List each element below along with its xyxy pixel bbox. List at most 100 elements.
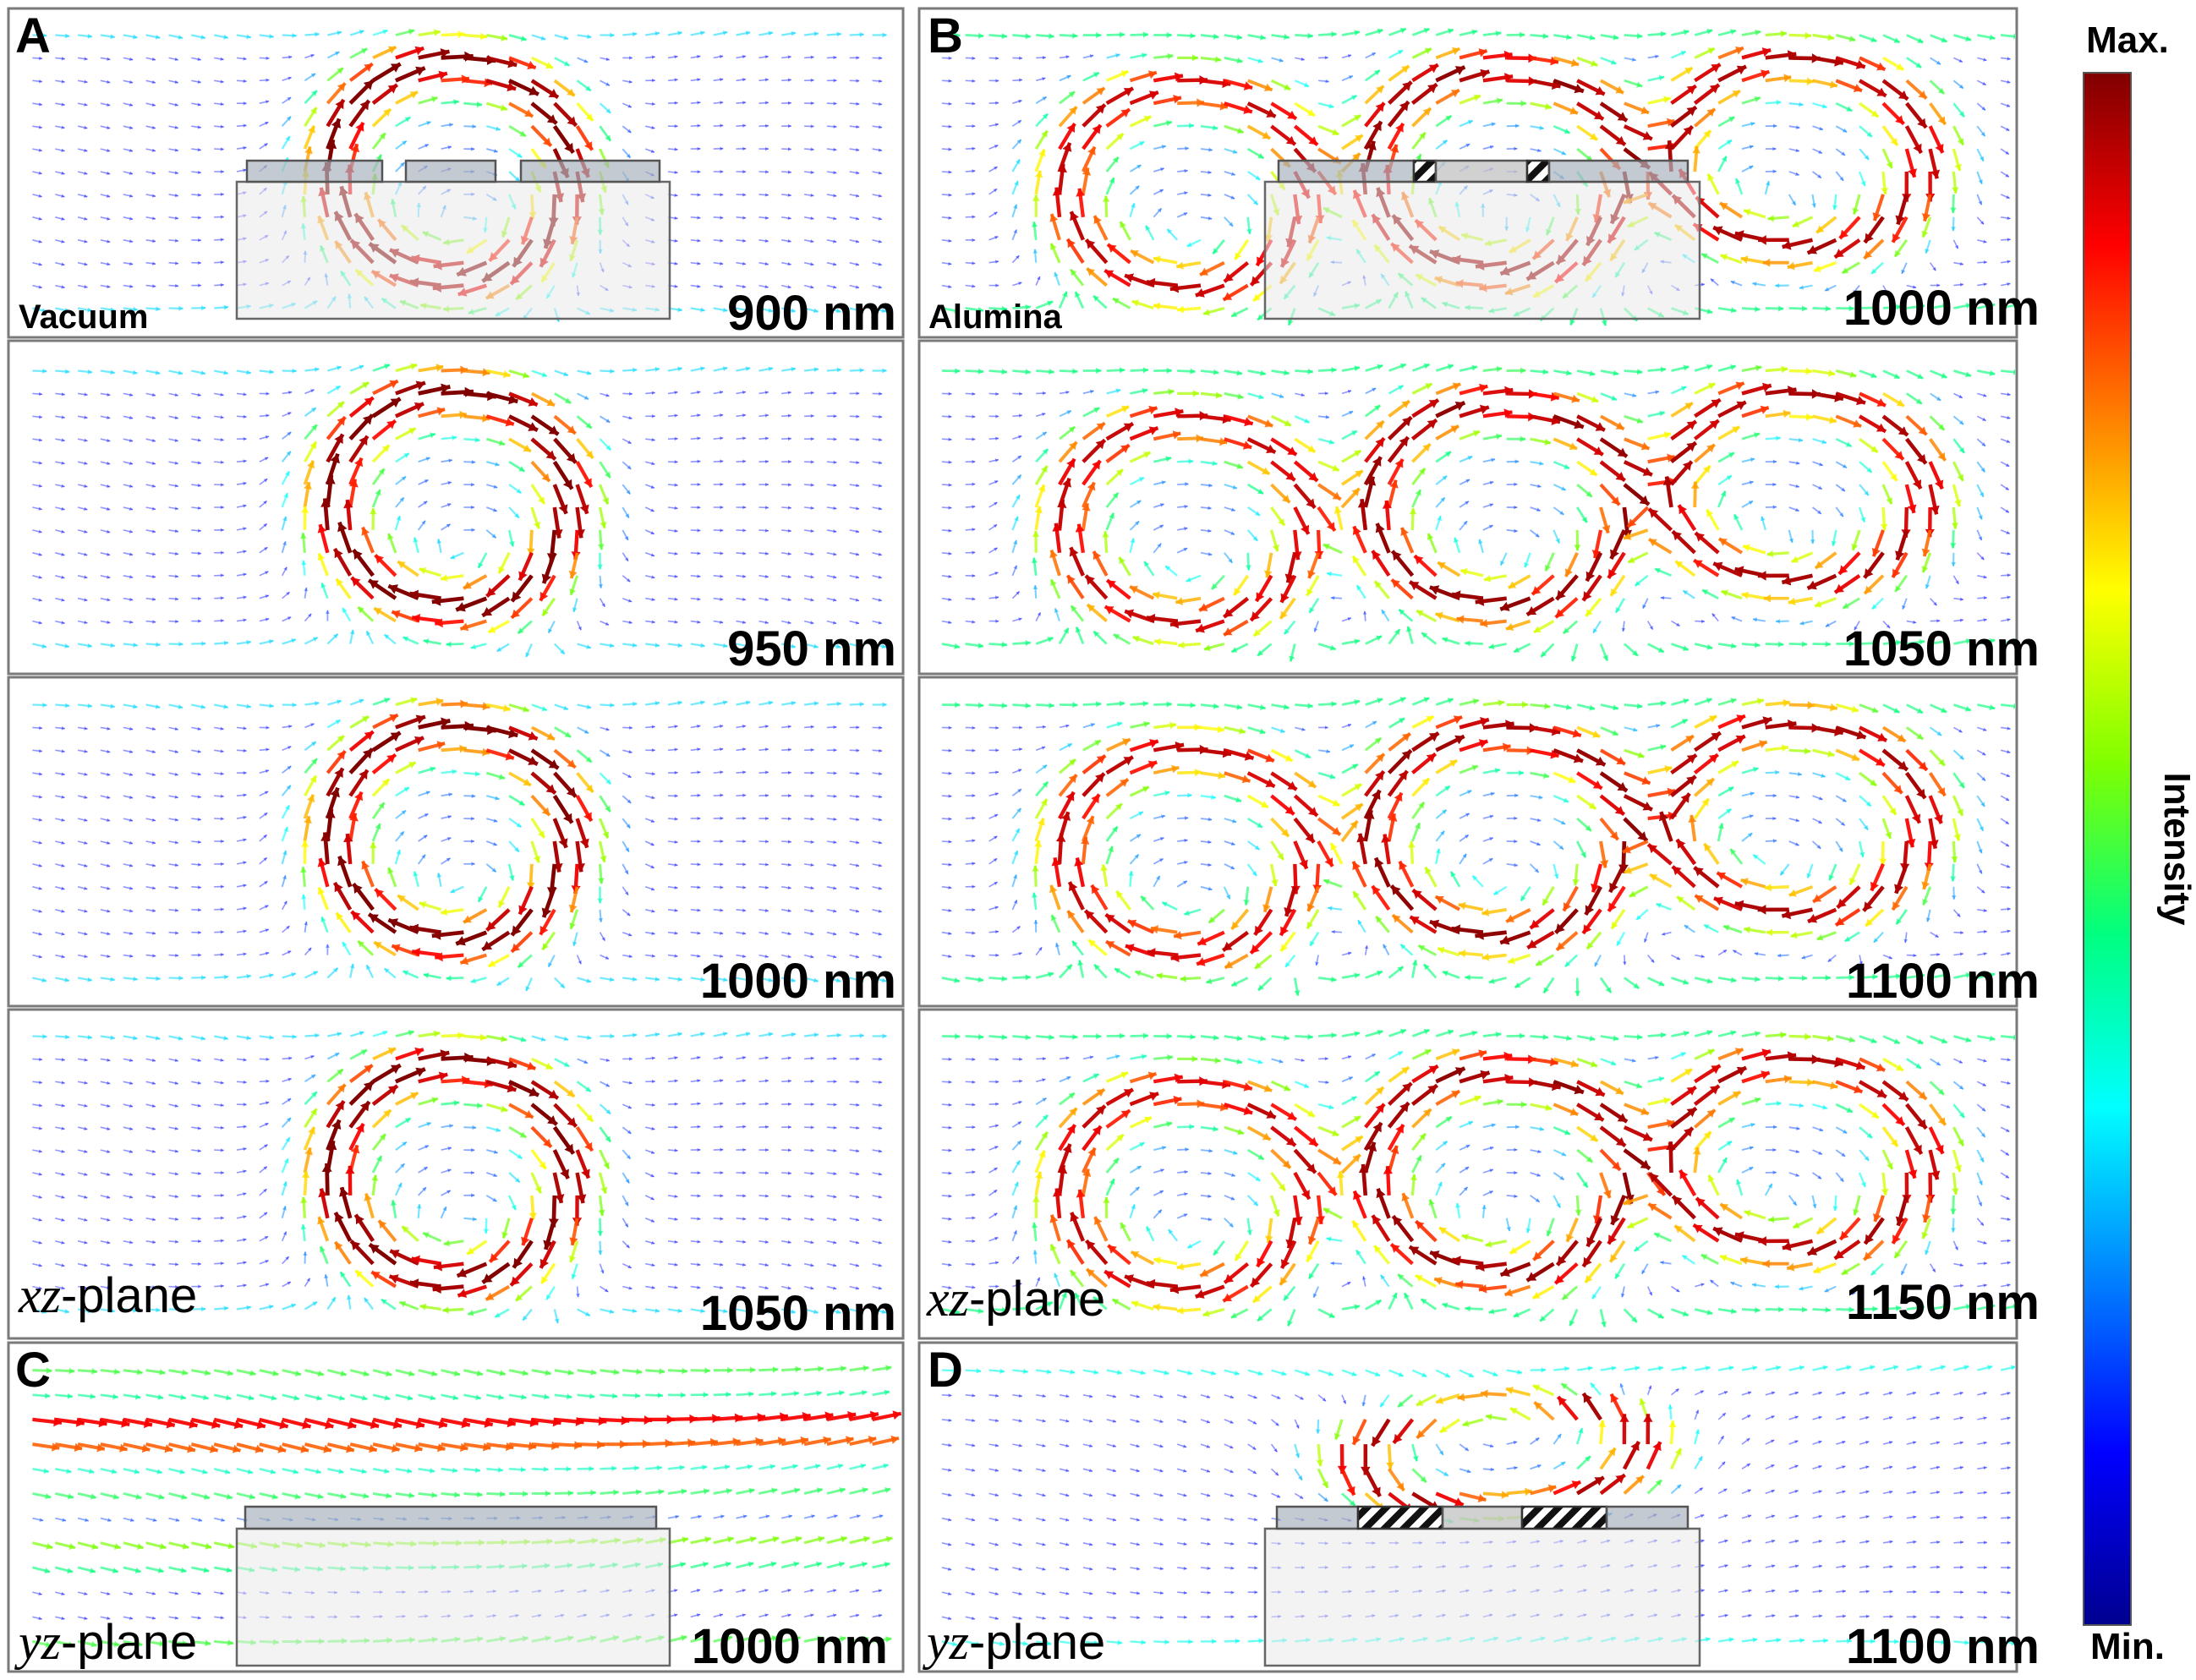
field-arrowhead	[1734, 230, 1744, 240]
field-arrowhead	[129, 1149, 134, 1154]
field-arrowhead	[948, 101, 952, 106]
field-arrowhead	[419, 1303, 427, 1311]
field-arrowhead	[1978, 200, 1983, 205]
field-arrowhead	[312, 1301, 318, 1306]
field-arrowhead	[220, 726, 224, 731]
field-arrowhead	[315, 701, 320, 707]
field-arrow	[622, 529, 629, 541]
field-arrowhead	[151, 125, 156, 130]
field-arrowhead	[810, 391, 814, 395]
field-arrowhead	[788, 1125, 791, 1130]
field-arrowhead	[151, 238, 156, 244]
field-arrowhead	[742, 574, 746, 578]
field-arrowhead	[764, 1056, 769, 1060]
field-arrowhead	[283, 827, 289, 833]
field-arrowhead	[878, 461, 883, 465]
field-arrowhead	[697, 123, 701, 128]
field-arrow	[1224, 194, 1235, 200]
field-arrowhead	[2007, 216, 2011, 221]
field-arrowhead	[1230, 195, 1235, 200]
field-arrow	[441, 857, 452, 865]
field-arrowhead	[540, 1037, 546, 1042]
field-arrowhead	[482, 1273, 493, 1283]
field-arrowhead	[878, 932, 882, 936]
field-arrowhead	[627, 129, 632, 133]
field-arrowhead	[151, 1195, 156, 1199]
field-arrowhead	[742, 1170, 747, 1175]
field-arrow	[304, 613, 312, 622]
field-arrowhead	[220, 238, 224, 242]
field-arrowhead	[152, 284, 156, 288]
field-arrowhead	[38, 840, 42, 845]
field-arrowhead	[720, 77, 724, 82]
field-arrow	[259, 769, 270, 774]
field-arrowhead	[654, 700, 660, 706]
field-arrowhead	[268, 972, 274, 978]
field-arrowhead	[1264, 83, 1273, 92]
field-arrowhead	[84, 262, 88, 266]
field-arrow	[804, 725, 814, 729]
field-arrowhead	[107, 772, 111, 777]
field-arrow	[736, 1056, 747, 1060]
field-arrowhead	[151, 506, 156, 511]
field-arrowhead	[399, 497, 404, 502]
field-arrowhead	[605, 1136, 611, 1142]
field-arrowhead	[674, 817, 678, 821]
field-arrow	[622, 620, 633, 624]
field-arrowhead	[787, 597, 791, 602]
field-arrowhead	[174, 148, 178, 152]
field-arrowhead	[568, 570, 578, 579]
field-arrow	[191, 1218, 201, 1220]
field-arrowhead	[813, 308, 819, 314]
field-arrowhead	[1197, 98, 1204, 107]
field-arrow	[191, 749, 201, 753]
field-arrowhead	[287, 950, 292, 955]
field-arrowhead	[610, 1033, 615, 1039]
field-arrow	[1011, 229, 1018, 241]
field-arrow	[191, 461, 201, 464]
field-arrowhead	[243, 414, 247, 419]
field-arrow	[849, 954, 860, 959]
vector-field-A3	[32, 697, 887, 992]
field-arrowhead	[38, 772, 42, 776]
field-arrow	[168, 438, 178, 442]
field-arrow	[690, 863, 701, 866]
field-arrowhead	[423, 1232, 430, 1239]
field-arrowhead	[389, 1274, 399, 1284]
field-arrow	[690, 529, 701, 532]
field-arrowhead	[446, 502, 452, 507]
field-arrowhead	[1795, 148, 1799, 153]
field-arrowhead	[518, 905, 528, 915]
field-arrow	[849, 1103, 860, 1106]
field-arrow	[736, 437, 747, 440]
field-arrow	[32, 552, 42, 556]
field-arrow	[622, 575, 631, 583]
field-arrow	[236, 146, 247, 150]
field-arrowhead	[1219, 101, 1228, 111]
field-arrowhead	[133, 306, 138, 312]
field-arrow	[645, 102, 655, 106]
field-arrow	[872, 261, 882, 266]
field-arrowhead	[765, 1147, 769, 1152]
field-arrowhead	[84, 506, 88, 512]
field-arrowhead	[605, 445, 611, 451]
field-arrow	[32, 284, 42, 289]
field-arrow	[781, 840, 791, 843]
field-arrow	[849, 1240, 860, 1245]
field-arrow	[713, 954, 724, 958]
field-arrow	[713, 1218, 724, 1220]
field-arrow	[690, 620, 701, 623]
field-arrowhead	[1138, 141, 1145, 147]
field-arrow	[758, 55, 769, 59]
field-arrow	[849, 575, 860, 579]
field-arrow	[667, 1195, 678, 1198]
field-arrow	[259, 594, 270, 599]
field-arrowhead	[243, 1283, 247, 1288]
field-arrowhead	[742, 505, 747, 510]
field-arrowhead	[519, 130, 526, 137]
field-arrowhead	[629, 725, 633, 730]
field-arrow	[758, 79, 769, 82]
field-arrow	[304, 389, 315, 395]
field-arrowhead	[523, 778, 531, 786]
field-arrow	[872, 284, 882, 289]
